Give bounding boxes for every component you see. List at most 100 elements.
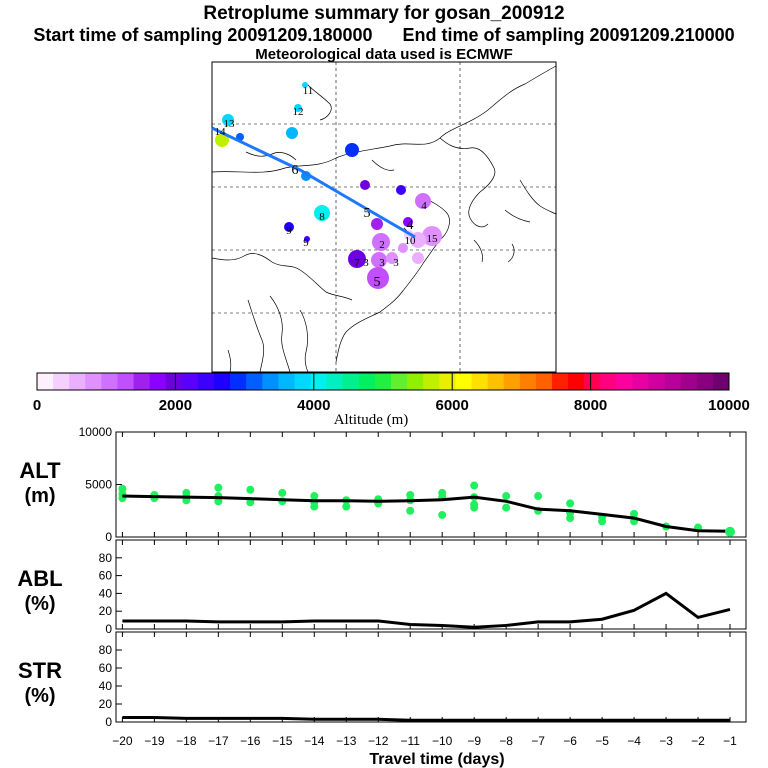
trajectory-cluster-marker [403, 217, 413, 227]
y-tick-label: 80 [99, 643, 113, 657]
x-tick-label: −9 [467, 734, 481, 748]
colorbar-swatch [246, 373, 263, 390]
colorbar-swatch [278, 373, 295, 390]
start-time-label: Start time of sampling 20091209.180000 [33, 25, 373, 45]
coastlines [211, 65, 557, 373]
x-tick-label: −4 [627, 734, 641, 748]
cluster-day-label: 11 [303, 85, 314, 97]
colorbar-swatch [648, 373, 666, 390]
alt-scatter-point [246, 498, 255, 507]
colorbar-swatch [391, 373, 408, 390]
trajectory-cluster-marker [372, 233, 390, 251]
colorbar-swatch [455, 373, 473, 390]
colorbar-swatch [149, 373, 167, 390]
trajectory-cluster-marker [222, 114, 234, 126]
y-tick-label: 40 [99, 586, 113, 600]
x-tick-label: −16 [240, 734, 261, 748]
y-tick-label: 0 [105, 715, 112, 729]
x-tick-label: −10 [432, 734, 453, 748]
colorbar-swatch [310, 373, 328, 390]
series-line-abl [122, 591, 731, 629]
x-tick-label: −19 [144, 734, 165, 748]
cluster-day-label: 9 [286, 225, 292, 237]
colorbar-swatch [214, 373, 231, 390]
alt-scatter-point [566, 514, 575, 523]
cluster-day-label: 14 [215, 126, 227, 138]
colorbar-tick-label: 10000 [708, 397, 750, 414]
y-tick-label: 20 [99, 697, 113, 711]
colorbar-swatch [519, 373, 537, 390]
series-line-str [122, 716, 731, 722]
colorbar-swatch [551, 373, 569, 390]
alt-scatter-point [214, 483, 223, 492]
cluster-day-label: 9 [303, 237, 309, 249]
alt-scatter-point [118, 484, 127, 493]
colorbar-swatch [326, 373, 344, 390]
colorbar-label: Altitude (m) [334, 412, 409, 428]
trajectory-cluster-marker [284, 222, 294, 232]
panel-label-str: STR [18, 658, 62, 683]
cluster-day-label: 13 [224, 118, 236, 130]
alt-scatter-point [502, 492, 511, 501]
alt-scatter-point [534, 492, 543, 501]
colorbar-swatch [101, 373, 118, 390]
x-tick-label: −2 [691, 734, 705, 748]
panel-unit-alt: (m) [24, 485, 55, 507]
colorbar-swatch [197, 373, 215, 390]
colorbar-swatch [85, 373, 102, 390]
y-tick-label: 80 [99, 551, 113, 565]
cluster-day-label: 3 [379, 257, 385, 269]
panel-unit-str: (%) [24, 685, 55, 707]
x-tick-label: −18 [176, 734, 197, 748]
trajectory-cluster-marker [215, 133, 229, 147]
alt-scatter-point [278, 488, 287, 497]
time-series-panels: 0500010000ALT(m)020406080ABL(%)020406080… [17, 425, 747, 748]
x-axis-label: Travel time (days) [369, 751, 504, 768]
colorbar-ticks: 0 2000 4000 6000 8000 10000 [33, 373, 750, 414]
panel-unit-abl: (%) [24, 593, 55, 615]
y-tick-label: 5000 [85, 478, 112, 492]
trajectory-cluster-marker [371, 252, 387, 268]
colorbar-swatch [584, 373, 601, 390]
cluster-day-label: 12 [293, 106, 304, 118]
colorbar-swatch [535, 373, 553, 390]
alt-scatter-point [470, 503, 479, 512]
trajectory-cluster-marker [396, 185, 406, 195]
alt-scatter-point [566, 499, 575, 508]
end-time-label: End time of sampling 20091209.210000 [402, 25, 735, 45]
colorbar-tick-label: 0 [33, 397, 41, 414]
map-gridlines [212, 62, 556, 372]
colorbar-swatch [181, 373, 199, 390]
x-tick-label: −13 [336, 734, 357, 748]
met-data-label: Meteorological data used is ECMWF [255, 46, 513, 63]
y-tick-label: 0 [105, 530, 112, 544]
panel-label-alt: ALT [19, 458, 61, 483]
colorbar-swatch [632, 373, 650, 390]
colorbar-swatch [568, 373, 585, 390]
cluster-day-label: 3 [393, 257, 399, 269]
colorbar-swatch [165, 373, 183, 390]
colorbar-swatch [503, 373, 521, 390]
cluster-day-label: 5 [364, 206, 371, 221]
cluster-day-label: 2 [379, 239, 385, 251]
alt-scatter-point [310, 502, 319, 511]
altitude-colorbar [36, 372, 730, 391]
cluster-day-label: 7 [354, 257, 360, 269]
x-tick-label: −8 [499, 734, 513, 748]
colorbar-swatch [407, 373, 424, 390]
colorbar-swatch [423, 373, 440, 390]
colorbar-swatch [712, 373, 730, 390]
colorbar-swatch [487, 373, 505, 390]
alt-scatter-point [342, 502, 351, 511]
trajectory-cluster-marker [415, 193, 431, 209]
trajectory-cluster-marker [294, 104, 302, 112]
colorbar-swatch [471, 373, 489, 390]
colorbar-swatch [294, 373, 312, 390]
x-tick-label: −20 [112, 734, 133, 748]
alt-scatter-point [438, 510, 447, 519]
mean-trajectory-line [211, 126, 416, 239]
trajectory-cluster-marker [412, 252, 424, 264]
